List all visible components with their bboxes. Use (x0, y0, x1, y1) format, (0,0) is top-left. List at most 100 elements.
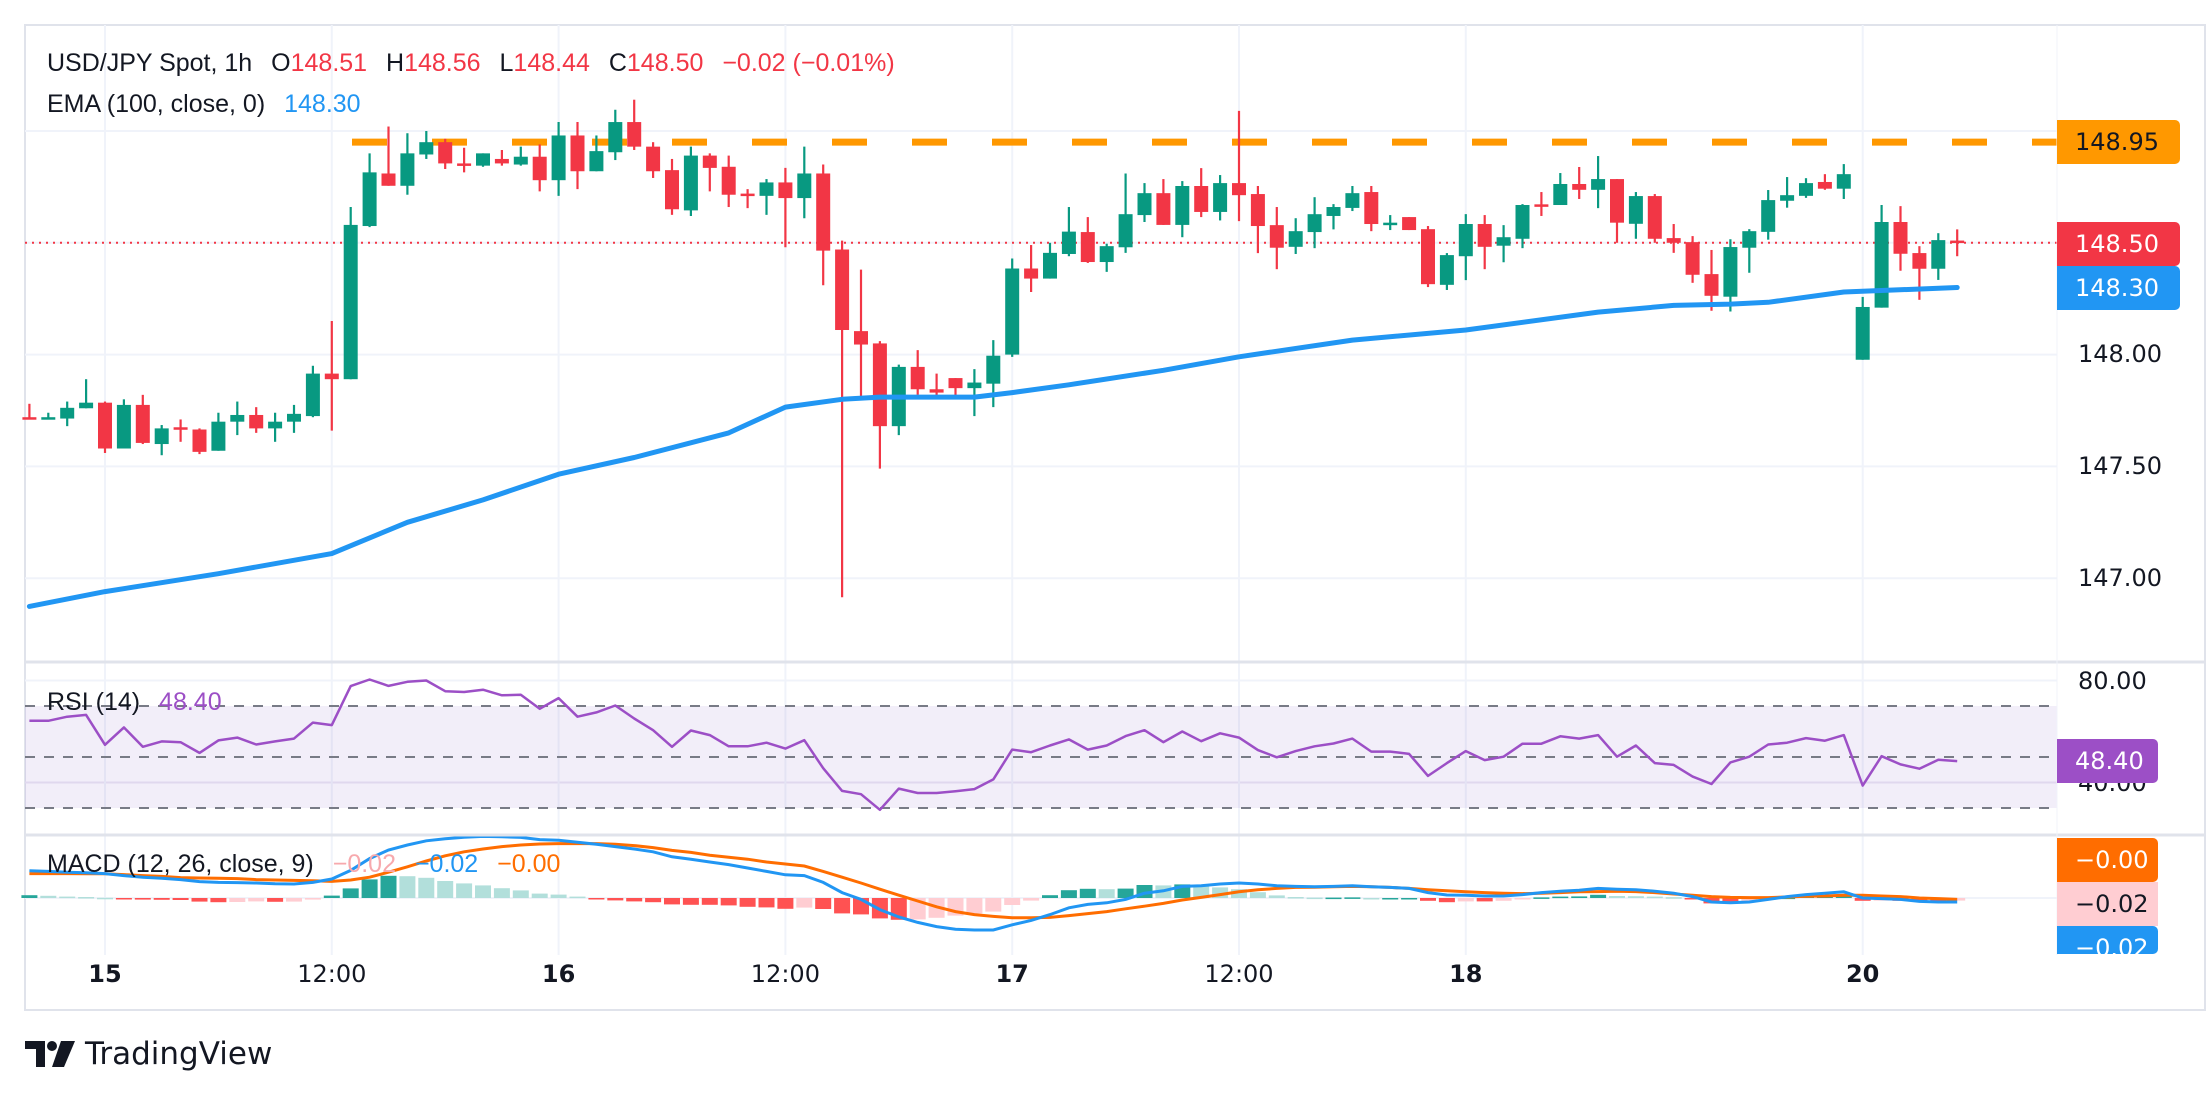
macd-histogram-bar (1438, 898, 1455, 903)
candle-body (1628, 196, 1643, 224)
candle (1477, 215, 1492, 270)
low-value: 148.44 (513, 49, 590, 77)
candle-body (1534, 204, 1549, 207)
ema-legend[interactable]: EMA (100, close, 0) 148.30 (47, 90, 361, 119)
candle (513, 146, 528, 166)
candle (1553, 173, 1568, 206)
candle-body (1194, 186, 1209, 212)
candle (1307, 197, 1322, 249)
tradingview-logo[interactable]: TradingView (25, 1036, 272, 1072)
candle-body (797, 173, 812, 199)
candle (154, 425, 169, 456)
candle-body (1326, 207, 1341, 216)
macd-histogram-bar (966, 898, 983, 914)
candle-body (173, 427, 188, 430)
candle (929, 373, 944, 396)
candle-body (646, 146, 661, 172)
candle (1345, 186, 1360, 212)
candle-body (759, 182, 774, 196)
candle-body (721, 166, 736, 195)
macd-histogram-bar (1287, 897, 1304, 899)
candle (665, 158, 679, 215)
candle (778, 167, 793, 248)
candle (1080, 217, 1095, 263)
macd-histogram-bar (1665, 897, 1682, 899)
macd-histogram-bar (267, 898, 284, 902)
candle-body (1250, 194, 1265, 227)
candle-body (1685, 242, 1700, 275)
ema-line (26, 285, 1960, 609)
macd-histogram (21, 875, 1966, 920)
candle-body (1269, 225, 1284, 248)
macd-legend-histogram: −0.02 (332, 850, 396, 878)
candle-body (1515, 205, 1530, 239)
candle (570, 122, 585, 190)
last-price-label: 148.50 (2057, 222, 2180, 266)
macd-histogram-bar (607, 898, 624, 901)
candle (1742, 229, 1757, 273)
signal-line (29, 842, 1958, 920)
candle (419, 131, 434, 159)
macd-histogram-bar (1060, 890, 1077, 898)
macd-histogram-bar (588, 898, 605, 900)
macd-histogram-bar (456, 883, 473, 898)
candle (116, 399, 131, 449)
open-label: O (271, 49, 291, 77)
candle-body (1912, 253, 1927, 269)
candle-body (532, 156, 547, 181)
candle-body (211, 421, 226, 451)
candle (740, 189, 755, 209)
macd-histogram-bar (1741, 898, 1758, 903)
macd-histogram-bar (1306, 897, 1323, 900)
macd-legend[interactable]: MACD (12, 26, close, 9) −0.02 −0.02 −0.0… (47, 850, 560, 879)
candle-body (438, 142, 453, 164)
candle-body (986, 355, 1001, 384)
candle-body (287, 413, 301, 422)
rsi-legend[interactable]: RSI (14) 48.40 (47, 688, 222, 717)
candle (1439, 253, 1454, 290)
candle (1458, 214, 1473, 281)
candle-body (1496, 237, 1511, 246)
signal-value-label: −0.00 (2057, 838, 2158, 882)
candle (249, 407, 264, 433)
macd-histogram-bar (21, 895, 38, 898)
candle-body (1477, 224, 1492, 247)
candle (1836, 164, 1851, 199)
macd-histogram-bar (361, 879, 378, 898)
candle-body (381, 173, 396, 186)
candle (1043, 242, 1057, 279)
macd-histogram-bar (1609, 896, 1625, 898)
candle-body (154, 428, 169, 445)
candle-body (1061, 231, 1076, 254)
candle (551, 122, 566, 196)
candle (324, 321, 339, 431)
candle (343, 207, 358, 380)
candle-body (1591, 179, 1606, 190)
macd-histogram-bar (304, 898, 321, 900)
candle-body (835, 249, 850, 331)
open-value: 148.51 (290, 49, 368, 77)
candle-body (1458, 224, 1473, 257)
macd-histogram-bar (475, 885, 491, 898)
macd-histogram-bar (1212, 887, 1229, 898)
rsi-legend-value: 48.40 (159, 688, 222, 716)
candle (1893, 206, 1908, 271)
candle-body (230, 414, 245, 422)
time-tick-label: 12:00 (1204, 960, 1274, 988)
candle (683, 146, 698, 216)
rsi-levels (25, 705, 2057, 809)
candle (967, 369, 982, 417)
macd-histogram-bar (834, 898, 851, 914)
macd-histogram-bar (153, 898, 170, 900)
candle (1175, 181, 1190, 238)
macd-histogram-bar (682, 898, 699, 905)
low-label: L (499, 49, 514, 77)
macd-histogram-bar (380, 875, 397, 898)
candle-body (1364, 192, 1379, 225)
candle (1685, 236, 1700, 283)
macd-histogram-bar (1382, 898, 1399, 900)
candle (1647, 194, 1662, 243)
candle (230, 401, 245, 436)
macd-histogram-bar (1193, 886, 1210, 898)
